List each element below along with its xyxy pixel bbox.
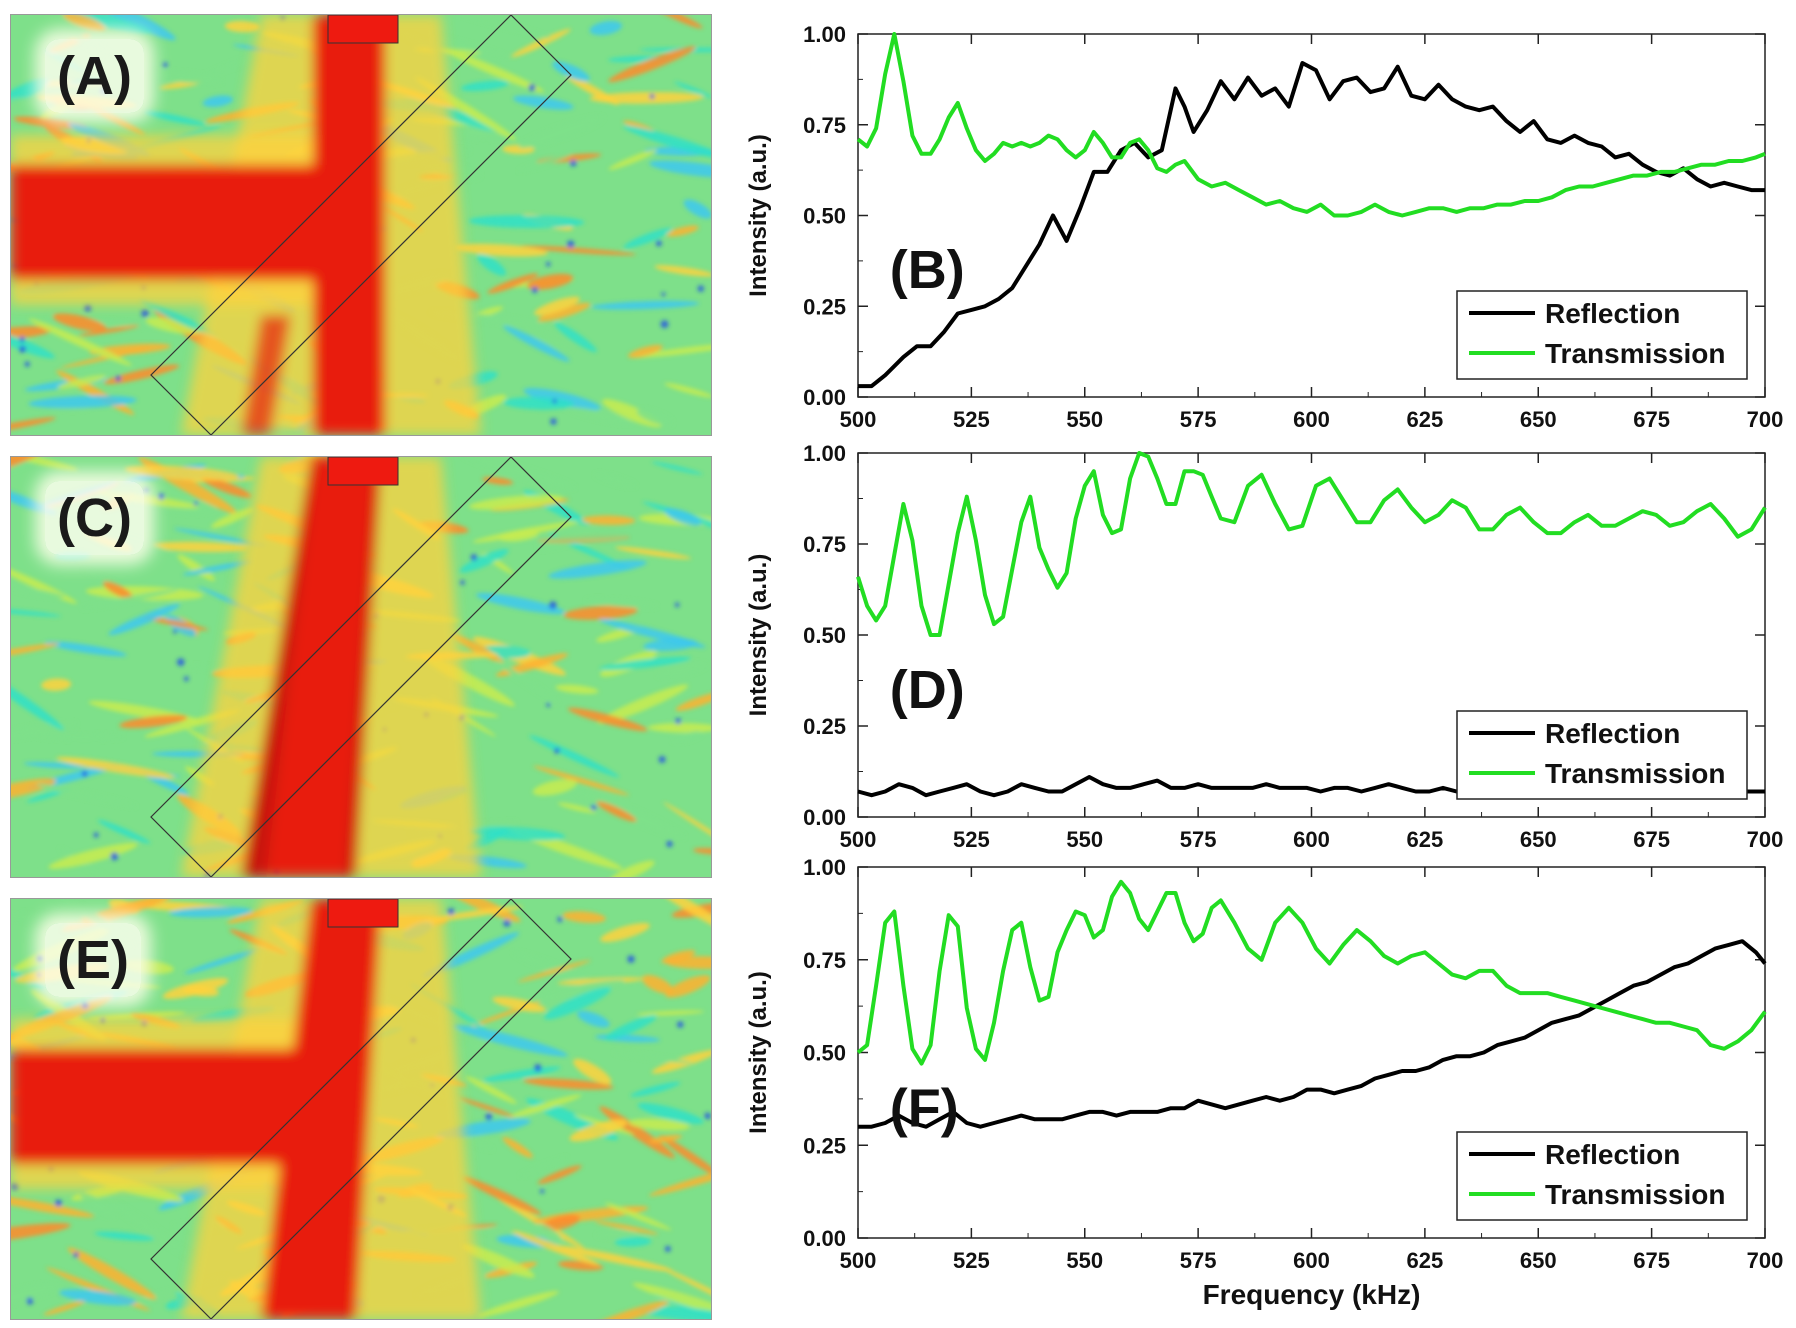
x-tick-label: 500 bbox=[840, 407, 877, 432]
map-source bbox=[327, 457, 399, 486]
map-source bbox=[327, 15, 399, 44]
y-axis-label: Intensity (a.u.) bbox=[745, 971, 772, 1134]
x-tick-label: 650 bbox=[1520, 1248, 1557, 1273]
y-tick-label: 0.00 bbox=[803, 1226, 846, 1251]
panel-label-e: (E) bbox=[45, 923, 141, 997]
legend: Reflection Transmission bbox=[1456, 290, 1748, 380]
legend: Reflection Transmission bbox=[1456, 710, 1748, 800]
y-axis-label: Intensity (a.u.) bbox=[745, 134, 772, 297]
field-map-a-image bbox=[11, 15, 711, 435]
map-sample-outline bbox=[150, 15, 572, 435]
legend-label: Transmission bbox=[1545, 338, 1726, 369]
y-tick-label: 0.25 bbox=[803, 1133, 846, 1158]
map-sample-outline bbox=[150, 899, 572, 1319]
x-tick-label: 700 bbox=[1747, 1248, 1784, 1273]
x-tick-label: 575 bbox=[1180, 1248, 1217, 1273]
chart-0: 500 525 550 575 600 625 650 675 700 0.00 0.25 0.50 0… bbox=[745, 22, 1783, 432]
legend-box bbox=[1456, 290, 1748, 380]
legend-label: Reflection bbox=[1545, 718, 1680, 749]
y-tick-label: 0.75 bbox=[803, 948, 846, 973]
x-tick-label: 675 bbox=[1633, 407, 1670, 432]
y-axis-label: Intensity (a.u.) bbox=[745, 554, 772, 717]
x-tick-label: 650 bbox=[1520, 827, 1557, 852]
panel-label-f: (F) bbox=[890, 1079, 959, 1139]
x-tick-label: 650 bbox=[1520, 407, 1557, 432]
legend-label: Reflection bbox=[1545, 1139, 1680, 1170]
chart-1: 500 525 550 575 600 625 650 675 700 0.00 0.25 0.50 0… bbox=[745, 441, 1783, 852]
legend-box bbox=[1456, 710, 1748, 800]
y-tick-label: 1.00 bbox=[803, 441, 846, 466]
x-tick-label: 600 bbox=[1293, 827, 1330, 852]
x-tick-label: 700 bbox=[1747, 407, 1784, 432]
x-tick-label: 675 bbox=[1633, 827, 1670, 852]
x-tick-label: 625 bbox=[1407, 407, 1444, 432]
x-tick-label: 675 bbox=[1633, 1248, 1670, 1273]
y-tick-label: 0.25 bbox=[803, 714, 846, 739]
y-tick-label: 0.00 bbox=[803, 805, 846, 830]
series-line-reflection bbox=[858, 939, 1767, 1129]
field-map-c: (C) bbox=[10, 456, 712, 878]
x-tick-label: 550 bbox=[1066, 827, 1103, 852]
y-tick-label: 0.75 bbox=[803, 113, 846, 138]
panel-label-b: (B) bbox=[890, 240, 965, 300]
legend-box bbox=[1456, 1131, 1748, 1221]
map-sample-outline bbox=[150, 457, 572, 877]
y-tick-label: 1.00 bbox=[803, 855, 846, 880]
series-line-transmission bbox=[856, 879, 1767, 1066]
x-tick-label: 525 bbox=[953, 827, 990, 852]
x-tick-label: 525 bbox=[953, 407, 990, 432]
x-tick-label: 625 bbox=[1407, 1248, 1444, 1273]
x-tick-label: 700 bbox=[1747, 827, 1784, 852]
legend-label: Transmission bbox=[1545, 1179, 1726, 1210]
legend: Reflection Transmission bbox=[1456, 1131, 1748, 1221]
legend-label: Reflection bbox=[1545, 298, 1680, 329]
series-line-transmission bbox=[856, 32, 1766, 218]
legend-label: Transmission bbox=[1545, 758, 1726, 789]
x-tick-label: 600 bbox=[1293, 1248, 1330, 1273]
y-tick-label: 0.00 bbox=[803, 385, 846, 410]
x-tick-label: 575 bbox=[1180, 407, 1217, 432]
map-source bbox=[327, 899, 399, 928]
y-tick-label: 1.00 bbox=[803, 22, 846, 47]
chart-2: 500 525 550 575 600 625 650 675 700 0.00 0.25 0.50 0… bbox=[745, 855, 1783, 1310]
x-axis-label: Frequency (kHz) bbox=[1203, 1279, 1421, 1310]
x-tick-label: 600 bbox=[1293, 407, 1330, 432]
series-line-transmission bbox=[856, 451, 1767, 637]
y-tick-label: 0.25 bbox=[803, 294, 846, 319]
field-map-a: (A) bbox=[10, 14, 712, 436]
x-tick-label: 625 bbox=[1407, 827, 1444, 852]
y-tick-label: 0.50 bbox=[803, 204, 846, 229]
field-map-e: (E) bbox=[10, 898, 712, 1320]
y-tick-label: 0.50 bbox=[803, 623, 846, 648]
y-tick-label: 0.75 bbox=[803, 532, 846, 557]
x-tick-label: 500 bbox=[840, 827, 877, 852]
panel-label-c: (C) bbox=[45, 481, 144, 555]
x-tick-label: 550 bbox=[1066, 1248, 1103, 1273]
y-tick-label: 0.50 bbox=[803, 1041, 846, 1066]
panel-label-a: (A) bbox=[45, 39, 144, 113]
x-tick-label: 500 bbox=[840, 1248, 877, 1273]
x-tick-label: 575 bbox=[1180, 827, 1217, 852]
series-line-reflection bbox=[858, 61, 1765, 389]
panel-label-d: (D) bbox=[890, 660, 965, 720]
x-tick-label: 525 bbox=[953, 1248, 990, 1273]
x-tick-label: 550 bbox=[1066, 407, 1103, 432]
